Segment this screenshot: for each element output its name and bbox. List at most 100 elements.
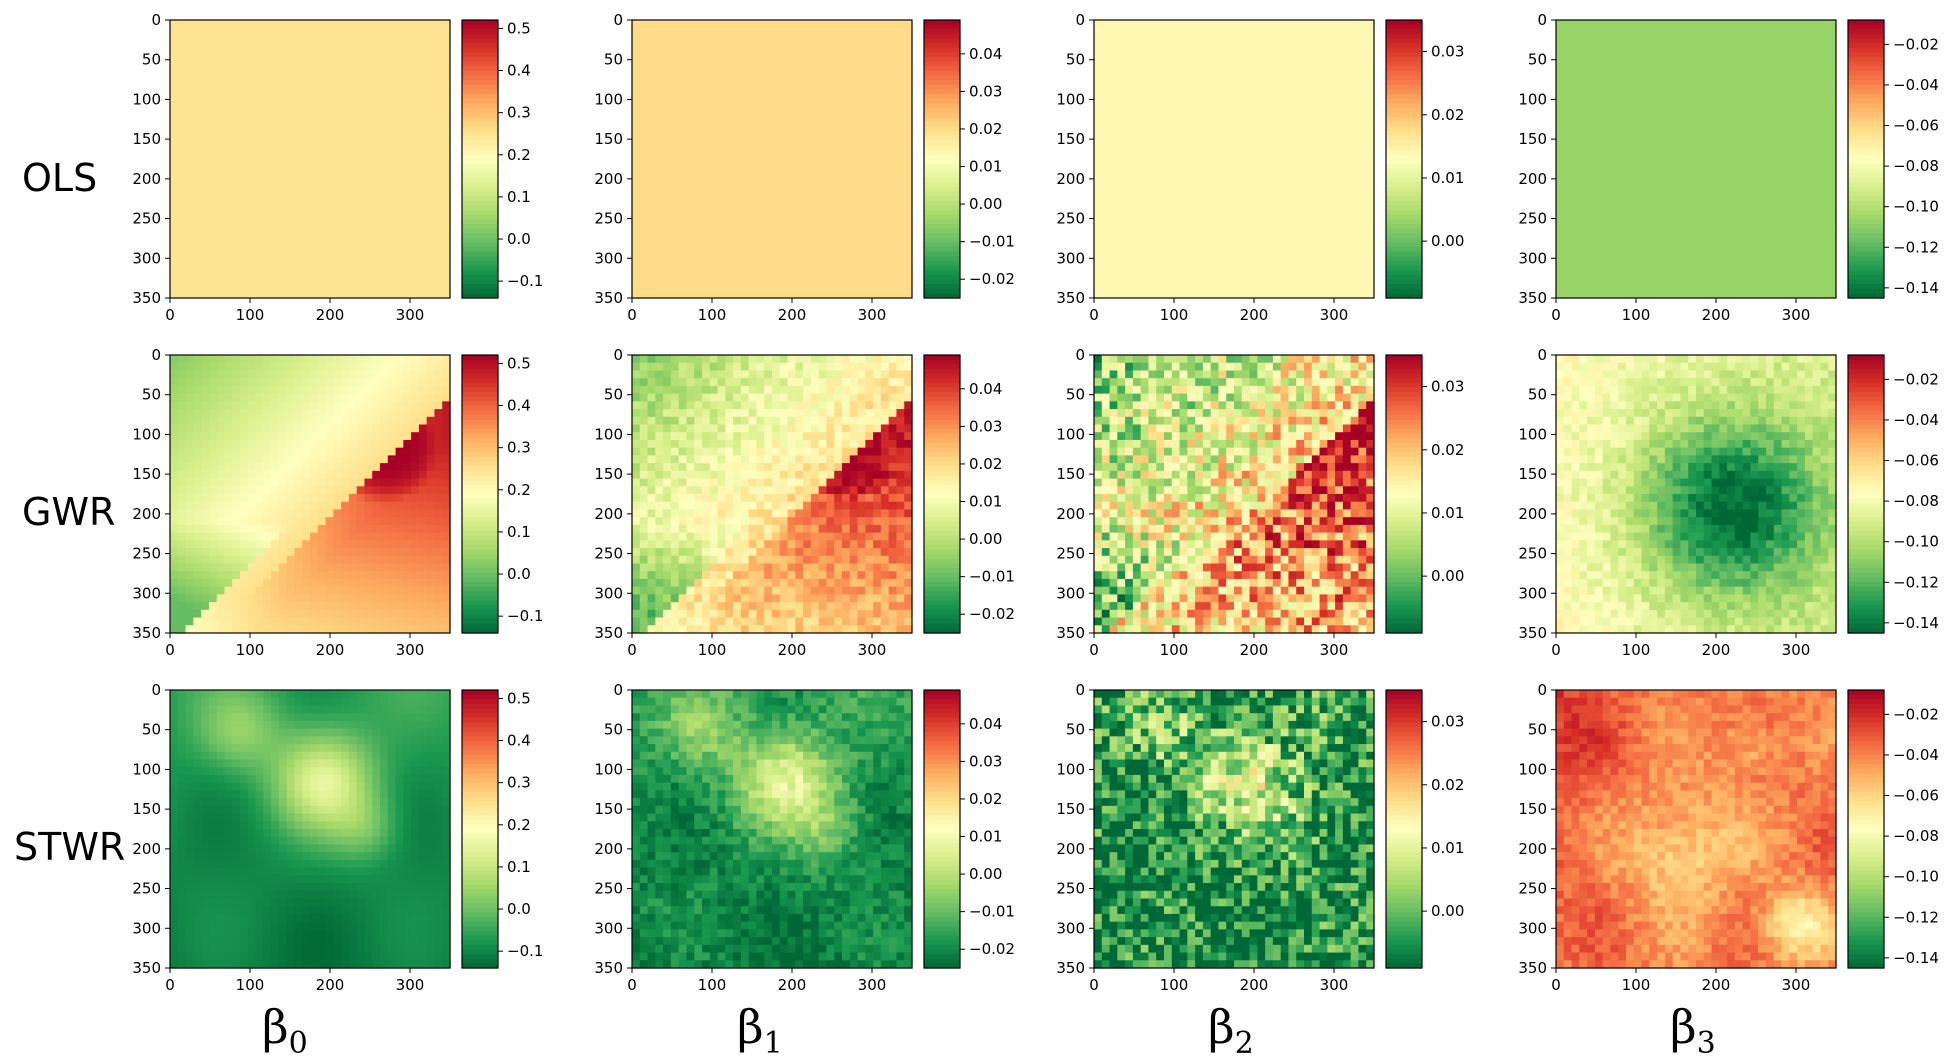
heatmap-cell [779,609,789,619]
heatmap-cell [772,609,781,619]
heatmap-cell [896,602,905,611]
colorbar-band [1848,228,1884,234]
heatmap-cell [1202,362,1212,372]
heatmap-cell [904,625,913,634]
heatmap-cell [787,370,796,379]
heatmap-cell [302,563,311,572]
heatmap-cell [286,439,296,449]
heatmap-cell [764,439,773,449]
heatmap-cell [208,532,218,541]
heatmap-cell [1249,578,1258,588]
heatmap-cell [717,409,726,418]
heatmap-cell [1195,416,1204,426]
heatmap-cell [325,548,334,557]
heatmap-cell [826,385,835,395]
heatmap-cell [1265,571,1274,580]
heatmap-cell [356,432,366,441]
heatmap-cell [842,494,851,503]
heatmap-cell [387,478,397,487]
heatmap-cell [224,625,233,634]
heatmap-cell [632,602,641,611]
colorbar-band [924,355,960,361]
heatmap-cell [278,424,288,433]
heatmap-cell [1327,463,1336,472]
heatmap-cell [1101,409,1111,418]
heatmap-cell [1296,571,1305,580]
heatmap-cell [1571,424,1580,433]
heatmap-cell [756,409,765,418]
heatmap-cell [733,470,742,480]
heatmap-cell [849,401,859,410]
heatmap-cell [271,393,280,402]
heatmap-cell [341,586,350,595]
heatmap-cell [865,416,874,426]
heatmap-cell [740,625,750,634]
heatmap-cell [434,617,443,626]
heatmap-cell [170,594,179,603]
heatmap-cell [1335,586,1344,595]
heatmap-cell [904,517,913,526]
heatmap-cell [255,501,264,511]
heatmap-cell [294,625,303,634]
heatmap-cell [380,517,389,526]
heatmap-cell [372,586,381,595]
heatmap-cell [1311,432,1321,441]
heatmap-cell [1626,578,1635,588]
heatmap-cell [803,594,812,603]
heatmap-cell [779,594,789,603]
heatmap-cell [1179,517,1188,526]
heatmap-cell [1249,470,1258,480]
heatmap-cell [310,609,319,619]
heatmap-cell [255,439,264,449]
heatmap-cell [1257,609,1266,619]
heatmap-cell [1319,439,1328,449]
heatmap-cell [1218,532,1227,541]
heatmap-cell [1272,548,1282,557]
heatmap-cell [1563,416,1573,426]
heatmap-cell [810,578,820,588]
heatmap-cell [434,517,443,526]
heatmap-cell [372,571,381,580]
heatmap-cell [442,586,451,595]
heatmap-cell [647,524,656,534]
heatmap-cell [1288,409,1297,418]
heatmap-cell [1602,494,1612,503]
colorbar-tick-label: 0.02 [969,120,1002,138]
colorbar-band [462,140,498,146]
heatmap-cell [403,555,412,565]
heatmap-cell [1296,455,1305,464]
heatmap-cell [333,370,342,379]
heatmap-cell [1563,378,1573,387]
heatmap-cell [333,501,342,511]
heatmap-cell [1195,578,1204,588]
heatmap-cell [1226,378,1235,387]
colorbar-band [1386,131,1422,137]
heatmap-cell [795,486,804,495]
colorbar-band [924,521,960,528]
heatmap-cell [655,447,664,456]
heatmap-cell [1257,463,1266,472]
heatmap-cell [201,424,210,433]
heatmap-cell [1226,416,1235,426]
heatmap-cell [756,602,765,611]
heatmap-cell [826,447,835,456]
heatmap-cell [1556,409,1565,418]
heatmap-cell [1187,439,1196,449]
heatmap-cell [216,355,226,364]
heatmap-cell [1571,617,1580,626]
heatmap-cell [411,509,420,518]
heatmap-cell [888,517,898,526]
heatmap-cell [1195,532,1204,541]
heatmap-cell [842,401,851,410]
y-tick-label: 50 [604,51,623,69]
heatmap-cell [764,578,773,588]
heatmap-cell [278,555,288,565]
heatmap-cell [201,602,210,611]
heatmap-cell [387,524,397,534]
heatmap-cell [1249,439,1258,449]
heatmap-cell [348,517,358,526]
heatmap-cell [865,478,874,487]
heatmap-cell [240,586,249,595]
heatmap-cell [1241,470,1251,480]
heatmap-cell [1280,424,1290,433]
